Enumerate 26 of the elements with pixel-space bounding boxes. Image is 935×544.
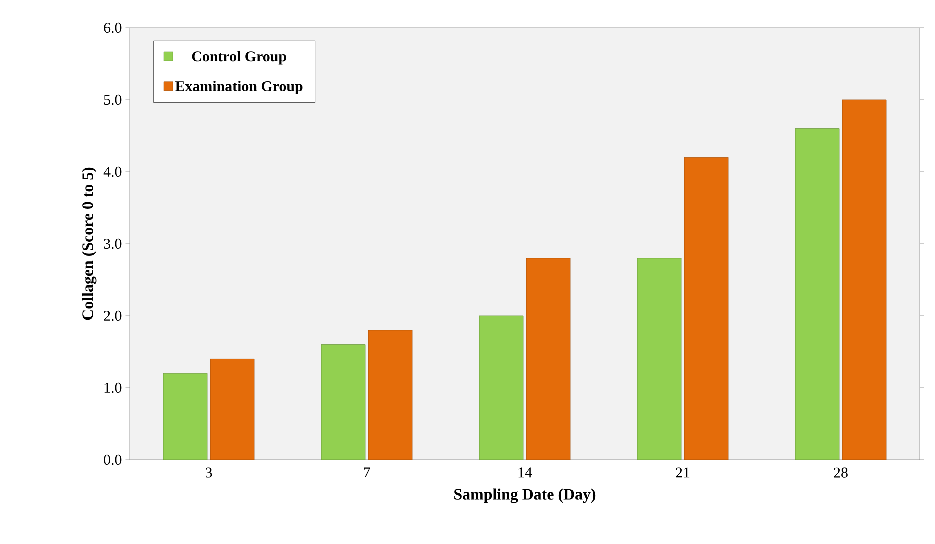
y-axis-title: Collagen (Score 0 to 5) (82, 168, 97, 320)
bar (842, 100, 887, 460)
bar (368, 330, 413, 460)
bar (479, 316, 524, 460)
y-tick-label: 6.0 (104, 22, 122, 34)
y-tick-label: 5.0 (104, 94, 122, 106)
bar (210, 359, 255, 460)
bar (795, 128, 840, 460)
bar (637, 258, 682, 460)
x-tick-label: 7 (364, 468, 370, 478)
y-tick-label: 4.0 (104, 166, 122, 178)
bar (321, 344, 366, 460)
bar (526, 258, 571, 460)
y-tick-label: 3.0 (104, 238, 122, 250)
x-tick-label: 21 (676, 468, 690, 478)
legend-label: Examination Group (176, 81, 303, 95)
bar (163, 373, 208, 460)
y-tick-label: 2.0 (104, 310, 122, 322)
y-tick-label: 1.0 (104, 382, 122, 394)
x-tick-label: 28 (834, 468, 848, 478)
x-axis-title: Sampling Date (Day) (454, 488, 596, 504)
x-tick-label: 14 (518, 468, 532, 478)
legend-label: Control Group (192, 51, 286, 65)
x-tick-label: 3 (206, 468, 212, 478)
y-tick-label: 0.0 (104, 454, 122, 466)
bar (684, 157, 729, 460)
